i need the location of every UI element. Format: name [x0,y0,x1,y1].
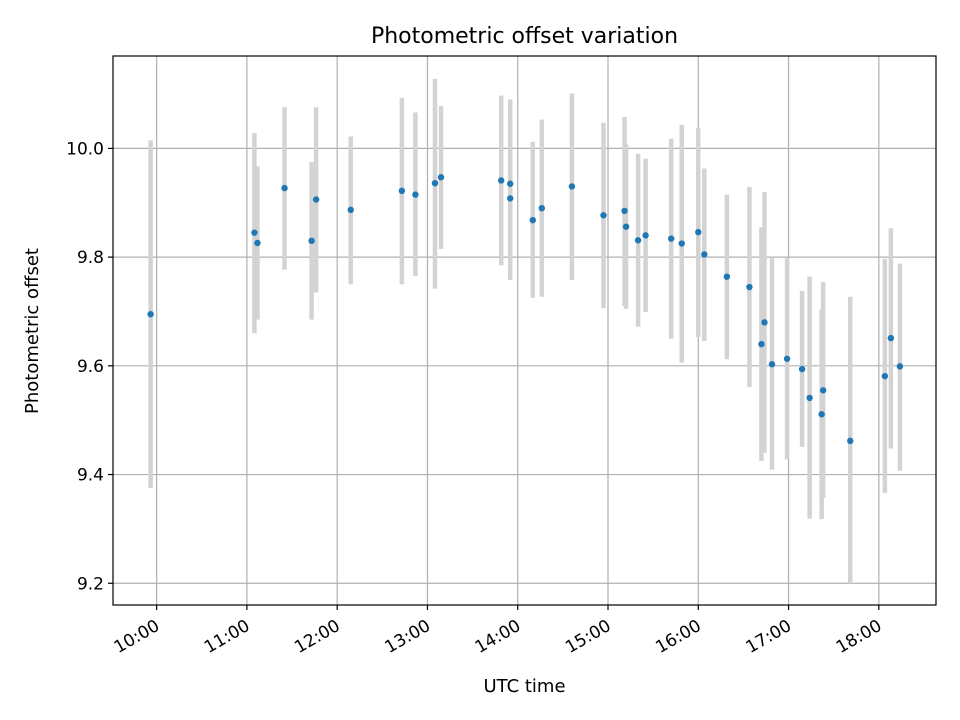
data-point [251,229,258,236]
data-point [398,187,406,195]
y-tick-label: 9.2 [77,574,104,594]
data-point [347,206,354,214]
data-point [147,310,154,318]
chart-title: Photometric offset variation [371,24,678,49]
data-point [281,184,288,192]
data-point [254,239,261,247]
data-point [308,237,315,245]
data-point [746,283,753,291]
y-tick-label: 10.0 [66,139,104,159]
data-point [529,216,536,224]
data-point [798,365,806,373]
y-tick-label: 9.8 [77,248,104,268]
data-point [881,372,889,380]
data-point [887,334,895,342]
data-points [147,174,904,445]
data-point [819,387,827,394]
plot-frame [112,55,937,606]
data-point [568,183,576,190]
y-axis-ticks: 9.2 9.4 9.6 9.8 10.0 [66,139,113,594]
y-tick-label: 9.6 [77,357,104,377]
data-point [896,363,904,370]
y-tick-label: 9.4 [77,466,104,486]
data-point [847,437,854,445]
data-point [667,235,675,242]
data-point [695,228,702,236]
data-point [437,174,445,181]
data-point [312,196,320,203]
data-point [431,179,439,187]
data-point [758,340,765,348]
data-point [806,394,813,402]
data-point [723,273,731,280]
data-point [507,195,514,202]
data-point [497,177,505,184]
data-point [622,223,630,230]
data-point [761,319,768,326]
grid [113,56,936,605]
data-point [538,204,546,212]
data-point [621,207,628,215]
x-axis-label: UTC time [483,676,565,697]
data-point [412,191,419,198]
data-point [507,180,514,187]
y-axis-label: Photometric offset [22,248,43,414]
data-point [600,212,607,219]
data-point [701,251,708,258]
data-point [768,361,776,368]
data-point [818,411,825,418]
data-point [634,237,642,244]
data-point [678,240,685,247]
data-point [642,232,649,239]
data-point [783,355,791,362]
